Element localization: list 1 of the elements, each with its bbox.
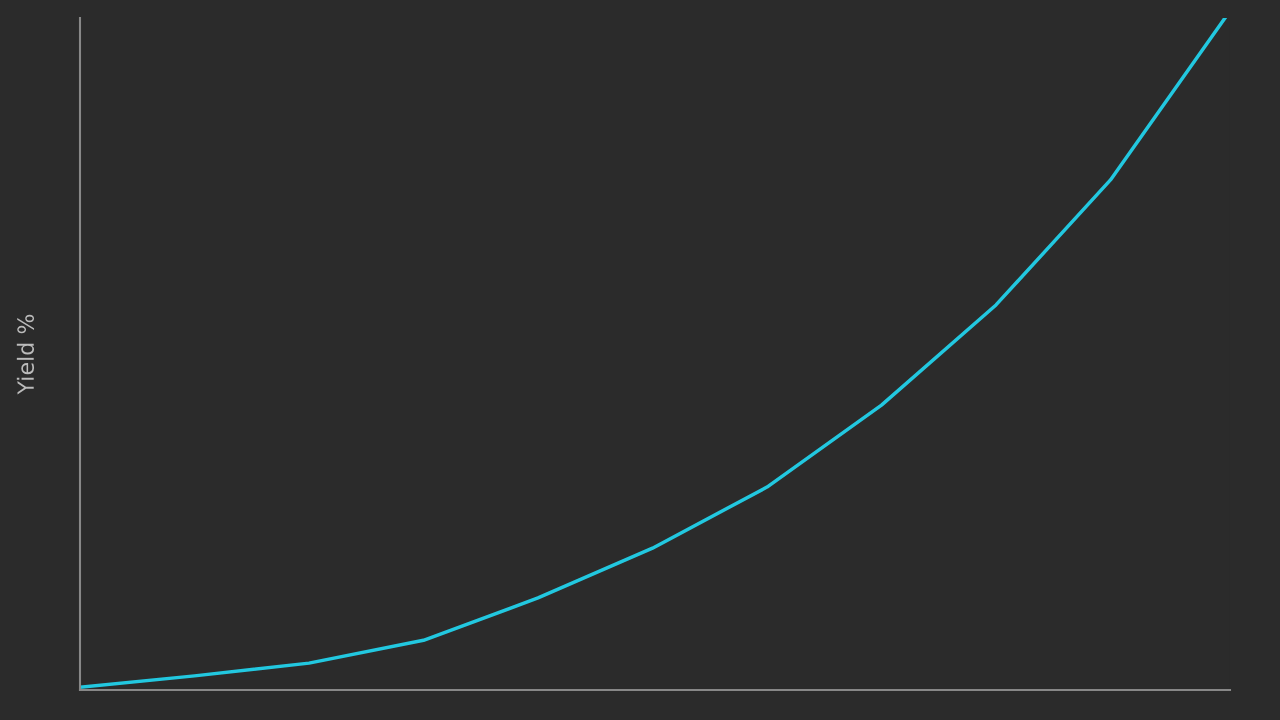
- y-axis-title: Yield %: [16, 314, 35, 395]
